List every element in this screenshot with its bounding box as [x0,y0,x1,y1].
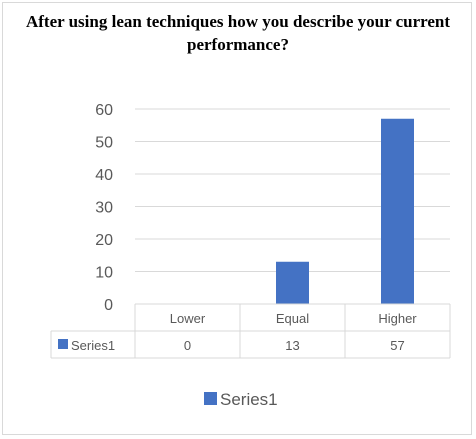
bar-equal [276,261,309,304]
y-tick-label: 10 [95,265,113,282]
bar-higher [381,118,414,304]
y-tick-label: 0 [104,297,113,314]
legend-swatch [204,392,217,405]
y-tick-label: 40 [95,167,113,184]
legend-label: Series1 [220,390,278,409]
table-value: 57 [390,338,404,353]
category-label: Lower [170,311,206,326]
table-series-label: Series1 [71,338,115,353]
y-tick-label: 50 [95,135,113,152]
table-value: 13 [285,338,299,353]
y-tick-label: 30 [95,200,113,217]
table-legend-key [58,339,68,349]
category-label: Equal [276,311,309,326]
y-tick-label: 60 [95,102,113,119]
y-tick-label: 20 [95,232,113,249]
chart-title: After using lean techniques how you desc… [25,12,451,54]
table-value: 0 [184,338,191,353]
category-label: Higher [378,311,417,326]
